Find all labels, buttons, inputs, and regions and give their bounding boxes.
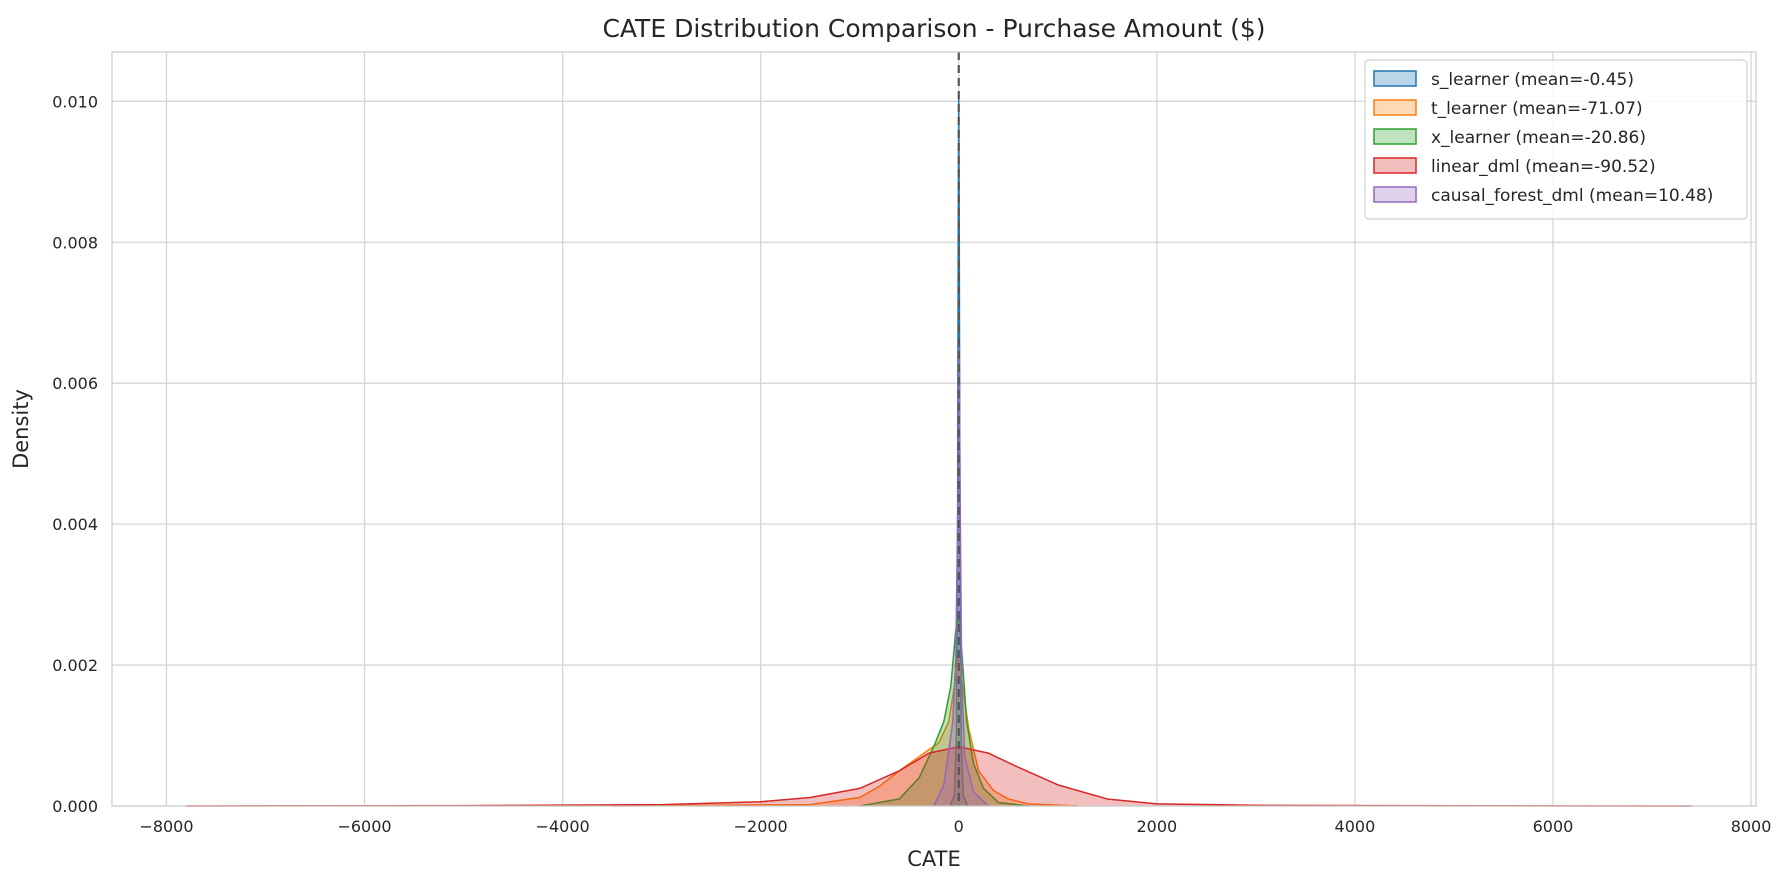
series-area-3 bbox=[186, 746, 1692, 806]
x-tick-label: 8000 bbox=[1731, 817, 1772, 836]
x-tick-label: −8000 bbox=[139, 817, 193, 836]
legend-label-1: t_learner (mean=-71.07) bbox=[1431, 99, 1643, 119]
legend-swatch-0 bbox=[1373, 70, 1417, 87]
series-area-2 bbox=[859, 615, 1029, 806]
legend-swatch-2 bbox=[1373, 128, 1417, 145]
y-tick-labels: 0.000 0.002 0.004 0.006 0.008 0.010 bbox=[52, 92, 98, 816]
series-area-1 bbox=[612, 658, 1078, 806]
x-axis-label: CATE bbox=[907, 847, 961, 871]
series-line-2 bbox=[859, 614, 1029, 807]
series-line-1 bbox=[612, 657, 1078, 807]
legend-label-4: causal_forest_dml (mean=10.48) bbox=[1431, 186, 1713, 206]
chart-title: CATE Distribution Comparison - Purchase … bbox=[602, 14, 1265, 43]
legend: s_learner (mean=-0.45) t_learner (mean=-7… bbox=[1364, 59, 1748, 220]
x-tick-label: 4000 bbox=[1335, 817, 1376, 836]
series-line-4 bbox=[933, 347, 989, 807]
legend-swatch-4 bbox=[1373, 186, 1417, 203]
x-tick-label: −4000 bbox=[536, 817, 590, 836]
x-tick-label: −2000 bbox=[734, 817, 788, 836]
x-tick-label: 0 bbox=[954, 817, 964, 836]
y-tick-label: 0.008 bbox=[52, 233, 98, 252]
y-tick-label: 0.006 bbox=[52, 374, 98, 393]
y-tick-label: 0.002 bbox=[52, 656, 98, 675]
x-tick-labels: −8000 −6000 −4000 −2000 0 2000 4000 6000 8000 bbox=[139, 817, 1771, 836]
x-tick-label: 2000 bbox=[1136, 817, 1177, 836]
y-tick-label: 0.000 bbox=[52, 797, 98, 816]
legend-label-0: s_learner (mean=-0.45) bbox=[1431, 70, 1634, 90]
legend-box bbox=[1364, 59, 1748, 220]
legend-label-2: x_learner (mean=-20.86) bbox=[1431, 128, 1646, 148]
x-tick-label: −6000 bbox=[337, 817, 391, 836]
y-tick-label: 0.010 bbox=[52, 92, 98, 111]
legend-swatch-3 bbox=[1373, 157, 1417, 174]
series-area-4 bbox=[934, 347, 989, 806]
legend-swatch-1 bbox=[1373, 99, 1417, 116]
y-tick-label: 0.004 bbox=[52, 515, 98, 534]
legend-label-3: linear_dml (mean=-90.52) bbox=[1431, 157, 1656, 177]
plot-area-frame bbox=[111, 51, 1757, 807]
y-axis-label: Density bbox=[9, 389, 33, 469]
x-tick-label: 6000 bbox=[1533, 817, 1574, 836]
